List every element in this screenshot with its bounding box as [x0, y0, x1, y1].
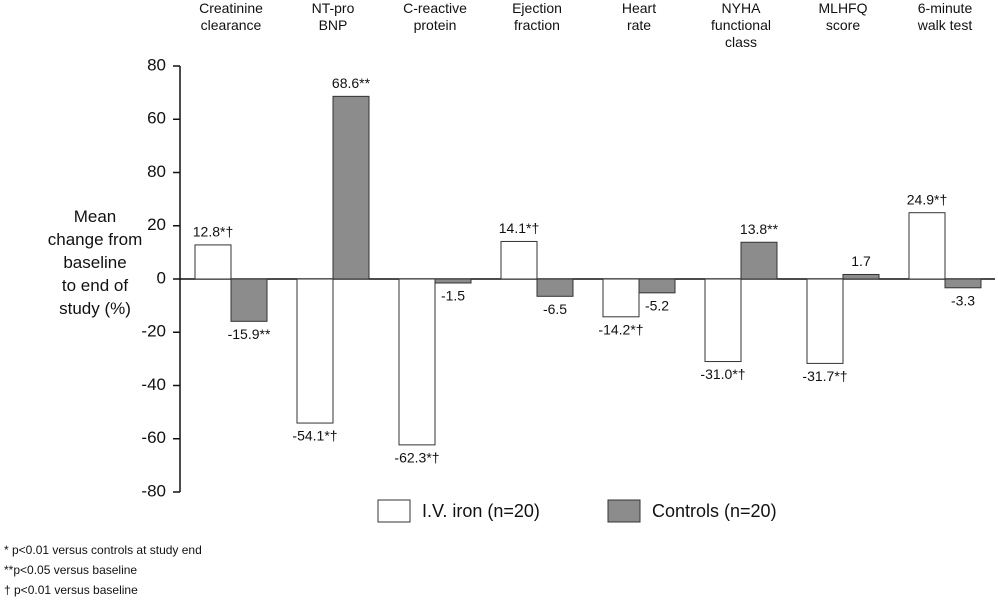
data-label: -31.0*†: [700, 366, 745, 382]
y-tick-label: -80: [141, 481, 166, 500]
y-tick-label: 80: [147, 162, 166, 181]
legend-label: Controls (n=20): [652, 501, 777, 521]
y-tick-label: 20: [147, 215, 166, 234]
bar: [194, 244, 232, 280]
bar: [602, 278, 640, 318]
bar: [944, 278, 982, 289]
legend-swatch: [377, 499, 411, 523]
data-label: -31.7*†: [802, 368, 847, 384]
footnote: **p<0.05 versus baseline: [4, 563, 138, 577]
category-label: Heart rate: [621, 0, 657, 33]
y-tick-label: -60: [141, 428, 166, 447]
legend-label: I.V. iron (n=20): [422, 501, 540, 521]
data-label: -54.1*†: [292, 428, 337, 444]
footnote: * p<0.01 versus controls at study end: [4, 543, 202, 557]
data-label: 12.8*†: [193, 224, 233, 240]
category-label: NYHA functional class: [711, 0, 771, 50]
bar: [296, 278, 334, 424]
category-label: Ejection fraction: [512, 0, 562, 33]
bar: [536, 278, 574, 297]
y-tick-label: 80: [147, 55, 166, 74]
category-label: 6-minute walk test: [917, 0, 973, 33]
y-tick-label: 60: [147, 109, 166, 128]
y-tick-label: 0: [157, 268, 166, 287]
category-label: Creatinine clearance: [199, 0, 263, 33]
data-label: -15.9**: [228, 326, 271, 342]
category-label: C-reactive protein: [403, 0, 467, 33]
y-tick-label: -40: [141, 375, 166, 394]
bar: [500, 240, 538, 280]
data-label: -6.5: [543, 301, 567, 317]
category-label: MLHFQ score: [818, 0, 868, 33]
bar: [332, 95, 370, 280]
bar: [398, 278, 436, 446]
data-label: -3.3: [951, 292, 975, 308]
bar: [842, 273, 880, 280]
bar: [230, 278, 268, 322]
data-label: -1.5: [441, 288, 465, 304]
legend-swatch: [607, 499, 641, 523]
data-label: -14.2*†: [598, 322, 643, 338]
bar: [704, 278, 742, 363]
bar: [740, 241, 778, 280]
data-label: 24.9*†: [907, 191, 947, 207]
y-axis-label: Mean change from baseline to end of stud…: [47, 207, 143, 318]
bar: [908, 212, 946, 280]
data-label: 13.8**: [740, 221, 779, 237]
bar: [434, 278, 472, 284]
data-label: -5.2: [645, 298, 669, 314]
data-label: 14.1*†: [499, 220, 539, 236]
data-label: 68.6**: [332, 75, 371, 91]
data-label: 1.7: [851, 253, 871, 269]
y-tick-label: -20: [141, 322, 166, 341]
category-label: NT-pro BNP: [311, 0, 355, 33]
footnote: † p<0.01 versus baseline: [4, 583, 138, 597]
data-label: -62.3*†: [394, 450, 439, 466]
bar: [638, 278, 676, 294]
bar: [806, 278, 844, 364]
